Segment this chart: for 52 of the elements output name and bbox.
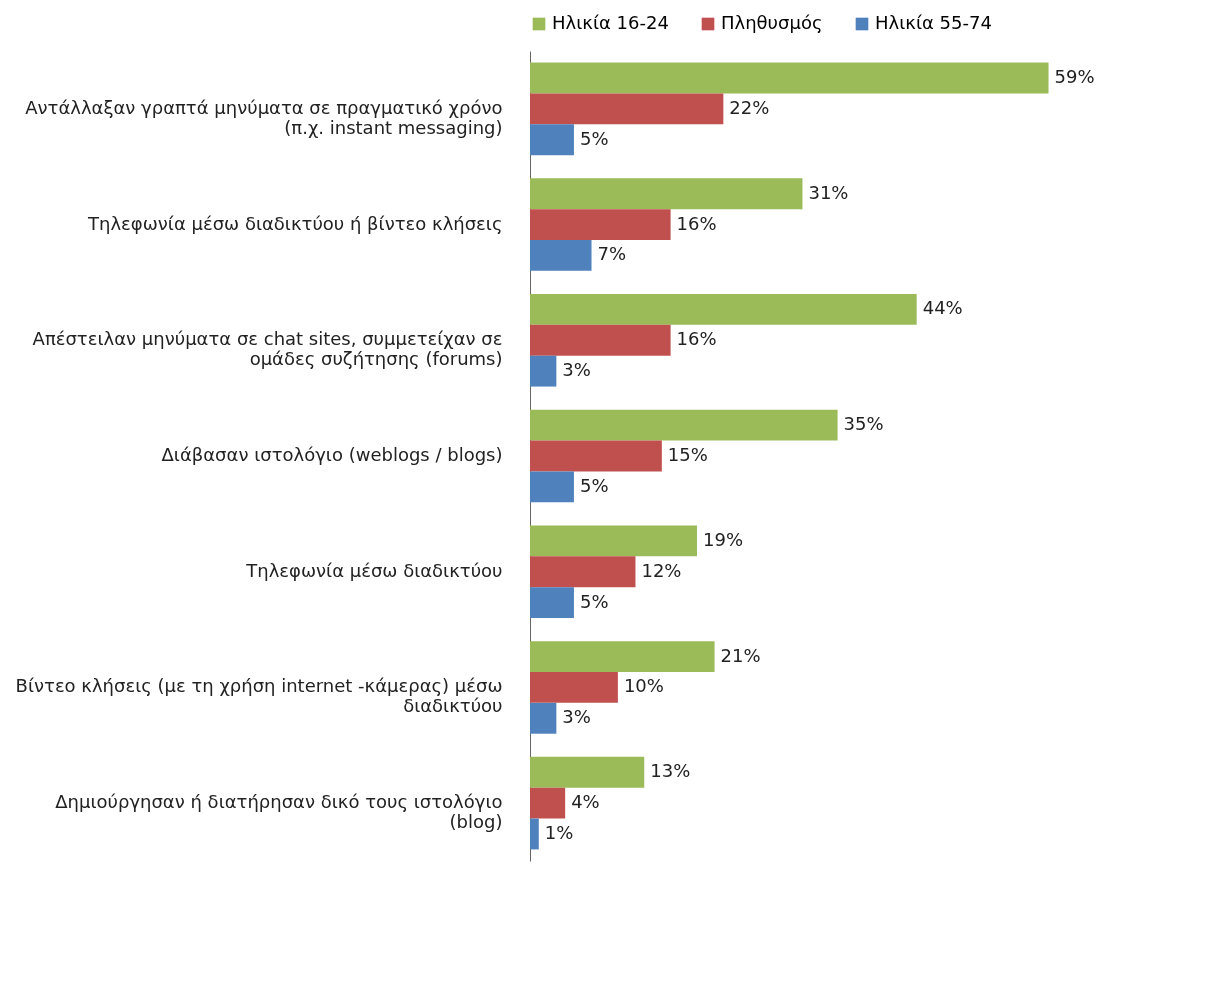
data-label: 35%: [843, 413, 884, 435]
bar: [530, 355, 557, 387]
data-label: 5%: [579, 127, 609, 149]
bar: [530, 756, 645, 788]
data-label: 5%: [579, 590, 609, 612]
data-label: 1%: [544, 822, 574, 843]
data-label: 12%: [641, 559, 682, 581]
bar: [530, 587, 574, 618]
y-tick-label: Διάβασαν ιστολόγιο (weblogs / blogs): [161, 444, 503, 465]
bar: [530, 672, 618, 703]
y-tick-label: Τηλεφωνία μέσω διαδικτύου ή βίντεο κλήσεις: [87, 212, 503, 234]
bar: [530, 471, 574, 503]
data-label: 16%: [676, 212, 717, 234]
data-label: 3%: [562, 359, 591, 381]
data-label: 4%: [571, 791, 600, 813]
data-label: 19%: [702, 528, 743, 550]
legend-label: Ηλικία 16-24: [552, 12, 669, 33]
bar: [530, 124, 574, 156]
data-label: 31%: [808, 181, 849, 203]
data-label: 21%: [720, 644, 761, 666]
bar: [530, 787, 566, 819]
bar: [530, 240, 592, 271]
bar: [530, 440, 662, 472]
data-label: 15%: [667, 444, 708, 465]
bar: [530, 525, 697, 557]
bar: [530, 209, 671, 240]
data-label: 16%: [676, 328, 717, 350]
data-label: 7%: [597, 243, 627, 265]
data-label: 10%: [623, 675, 664, 697]
bar: [530, 294, 917, 325]
data-label: 5%: [579, 474, 609, 496]
bar: [530, 641, 715, 672]
bar: [530, 409, 838, 441]
data-label: 44%: [922, 297, 963, 319]
legend-label: Ηλικία 55-74: [875, 12, 992, 33]
y-tick-label: Αντάλλαξαν γραπτά μηνύματα σε πραγματικό χρόνο (π.χ. instant messaging): [25, 96, 503, 138]
y-tick-label: Απέστειλαν μηνύματα σε chat sites, συμμετείχαν σε ομάδες συζήτησης (forums): [32, 328, 503, 370]
data-label: 13%: [650, 760, 691, 782]
bar: [530, 324, 671, 356]
y-tick-label: Τηλεφωνία μέσω διαδικτύου: [245, 559, 503, 581]
bar: [530, 556, 636, 588]
legend-label: Πληθυσμός: [721, 12, 823, 33]
bar: [530, 62, 1049, 94]
data-label: 22%: [729, 96, 770, 118]
y-tick-label: Βίντεο κλήσεις (με τη χρήση internet -κάμερας) μέσω διαδικτύου: [15, 675, 503, 717]
data-label: 59%: [1054, 66, 1095, 87]
bar: [530, 818, 539, 850]
data-label: 3%: [562, 706, 591, 728]
bar: [530, 702, 557, 734]
bar: [530, 178, 803, 210]
y-tick-label: Δημιούργησαν ή διατήρησαν δικό τους ιστολόγιο (blog): [55, 791, 503, 833]
bar: [530, 93, 724, 125]
